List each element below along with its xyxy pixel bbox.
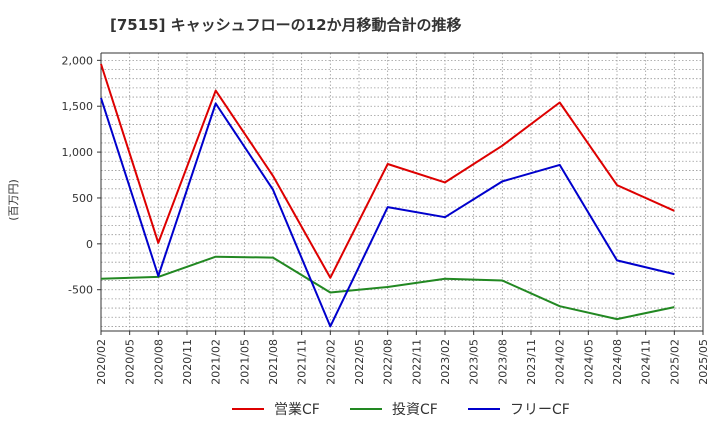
- x-tick-label: 2022/05: [353, 339, 366, 385]
- x-tick-label: 2025/02: [668, 339, 681, 385]
- series-line: [100, 63, 675, 279]
- x-tick-label: 2021/05: [238, 339, 251, 385]
- legend-label: フリーCF: [510, 402, 570, 418]
- x-tick-label: 2020/08: [152, 339, 165, 385]
- plot-area: [101, 53, 703, 331]
- y-tick-label: 500: [72, 192, 93, 205]
- x-tick-label: 2020/11: [181, 339, 194, 385]
- x-tick-label: 2022/08: [382, 339, 395, 385]
- x-tick-label: 2021/08: [267, 339, 280, 385]
- y-tick-label: 1,000: [62, 146, 94, 159]
- y-axis-label: (百万円): [7, 179, 20, 221]
- x-tick-label: 2024/11: [640, 339, 653, 385]
- x-tick-label: 2020/05: [124, 339, 137, 385]
- series-line: [100, 97, 675, 328]
- x-tick-label: 2021/11: [296, 339, 309, 385]
- legend-label: 営業CF: [274, 402, 320, 418]
- grid: [100, 53, 704, 331]
- x-tick-label: 2023/08: [496, 339, 509, 385]
- legend: 営業CF 投資CF フリーCF: [232, 402, 570, 418]
- series-lines: [100, 63, 675, 328]
- y-tick-labels: 2,000 1,500 1,000 500 0 -500: [62, 54, 101, 297]
- y-tick-label: -500: [68, 284, 93, 297]
- x-tick-label: 2023/05: [468, 339, 481, 385]
- x-tick-label: 2025/05: [697, 339, 710, 385]
- y-tick-label: 2,000: [62, 54, 94, 67]
- x-tick-label: 2024/05: [582, 339, 595, 385]
- y-tick-label: 1,500: [62, 100, 94, 113]
- x-tick-label: 2024/08: [611, 339, 624, 385]
- x-tick-label: 2022/11: [410, 339, 423, 385]
- chart-title: [7515] キャッシュフローの12か月移動合計の推移: [110, 16, 462, 34]
- y-tick-label: 0: [86, 238, 93, 251]
- x-tick-label: 2022/02: [324, 339, 337, 385]
- x-tick-label: 2024/02: [554, 339, 567, 385]
- x-tick-label: 2020/02: [95, 339, 108, 385]
- series-line: [100, 255, 675, 321]
- x-tick-label: 2023/11: [525, 339, 538, 385]
- legend-label: 投資CF: [392, 402, 438, 418]
- x-tick-labels: 2020/02 2020/05 2020/08 2020/11 2021/02 2021/…: [95, 331, 710, 385]
- x-tick-label: 2021/02: [210, 339, 223, 385]
- x-tick-label: 2023/02: [439, 339, 452, 385]
